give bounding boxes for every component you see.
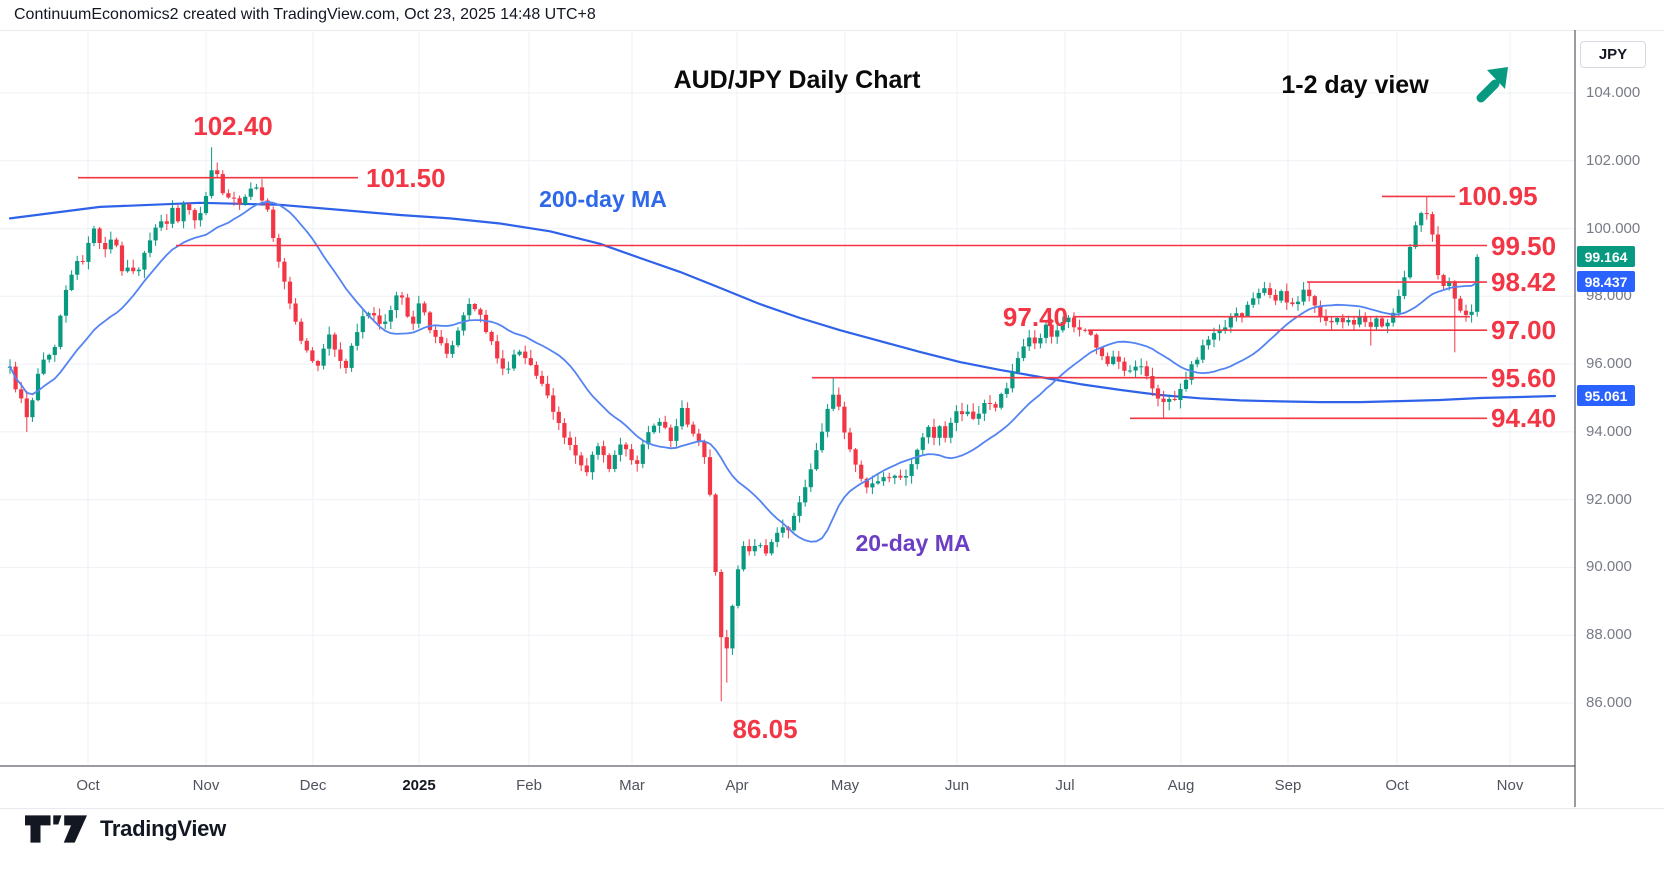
header-divider: [0, 30, 1664, 31]
up-right-arrow-icon: [1476, 67, 1508, 103]
tradingview-logo-icon: [25, 815, 87, 843]
grid-lines: [0, 30, 1575, 766]
tradingview-watermark[interactable]: TradingView: [25, 814, 226, 844]
tradingview-logo-text: TradingView: [100, 816, 226, 841]
timeaxis-divider: [0, 808, 1664, 809]
ma200-line: [8, 201, 1557, 404]
chart-attribution: ContinuumEconomics2 created with Trading…: [14, 6, 596, 23]
ma20-line: [9, 200, 1479, 543]
candlestick-series: [7, 147, 1480, 702]
level-lines: [78, 176, 1487, 420]
